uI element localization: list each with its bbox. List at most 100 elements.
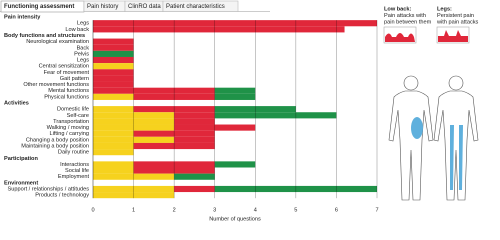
category-label: Fear of movement bbox=[44, 70, 90, 76]
bar-segment bbox=[93, 149, 134, 156]
category-label: Self-care bbox=[67, 113, 89, 119]
tab-label[interactable]: ClinRO data bbox=[128, 4, 161, 10]
category-label: Other movement functions bbox=[23, 82, 89, 88]
pattern-icon bbox=[385, 33, 415, 42]
legend-title: Legs: bbox=[437, 6, 452, 12]
bar-segment bbox=[93, 118, 175, 125]
bar-segment bbox=[93, 38, 134, 45]
bar-segment bbox=[93, 81, 134, 88]
category-label: Domestic life bbox=[57, 107, 89, 113]
bar-segment bbox=[93, 20, 377, 27]
bar-segment bbox=[93, 56, 134, 64]
bar-segment bbox=[93, 93, 134, 100]
tab-label[interactable]: Functioning assessment bbox=[4, 4, 74, 10]
x-tick-label: 0 bbox=[91, 208, 94, 214]
bar-segment bbox=[133, 161, 215, 168]
bar-segment bbox=[214, 185, 377, 193]
category-label: Pelvis bbox=[74, 51, 89, 57]
bar-segment bbox=[214, 161, 256, 168]
bar-segment bbox=[93, 44, 134, 51]
bar-segment bbox=[133, 130, 215, 137]
x-tick-label: 6 bbox=[335, 208, 338, 214]
page: Functioning assessment Pain history Clin… bbox=[0, 0, 479, 223]
bar-segment bbox=[133, 142, 215, 150]
x-tick-label: 5 bbox=[294, 208, 297, 214]
group-label: Body functions and structures bbox=[4, 33, 85, 39]
category-label: Low back bbox=[65, 27, 89, 33]
tab-label[interactable]: Patient characteristics bbox=[166, 4, 225, 10]
category-label: Mental functions bbox=[48, 88, 89, 94]
legend-text: Pain attacks with bbox=[384, 13, 426, 19]
bar-segment bbox=[93, 130, 134, 137]
body-figures bbox=[388, 75, 479, 201]
bar-segment bbox=[93, 161, 134, 168]
tab-label[interactable]: Pain history bbox=[87, 4, 118, 10]
pattern-icon bbox=[438, 30, 468, 42]
bar-segment bbox=[133, 167, 215, 174]
x-tick-label: 3 bbox=[213, 208, 216, 214]
bar-segment bbox=[214, 93, 256, 100]
x-tick-label: 1 bbox=[132, 208, 135, 214]
category-label: Legs bbox=[77, 58, 89, 64]
bar-segment bbox=[93, 87, 215, 94]
category-label: Lifting / carrying bbox=[50, 131, 89, 137]
bar-segment bbox=[174, 124, 256, 131]
legend-title: Low back: bbox=[384, 6, 411, 12]
category-label: Physical functions bbox=[44, 94, 89, 100]
category-label: Transportation bbox=[53, 119, 89, 125]
bar-segment bbox=[214, 112, 337, 119]
group-label: Participation bbox=[4, 156, 38, 162]
category-label: Products / technology bbox=[35, 193, 89, 199]
x-tick-label: 7 bbox=[375, 208, 378, 214]
category-label: Neurological examination bbox=[26, 39, 89, 45]
bar-segment bbox=[93, 112, 175, 119]
category-label: Back bbox=[77, 45, 90, 51]
category-label: Gait pattern bbox=[60, 76, 89, 82]
bar-segment bbox=[93, 124, 175, 131]
bar-segment bbox=[174, 136, 215, 143]
category-label: Employment bbox=[58, 174, 90, 180]
bar-segment bbox=[93, 167, 134, 174]
legend-text: Persistent pain bbox=[437, 13, 474, 19]
bar-segment bbox=[93, 75, 134, 82]
bar-segment bbox=[174, 185, 215, 193]
bar-segment bbox=[93, 192, 175, 199]
bar-segment bbox=[93, 63, 134, 70]
bar-segment bbox=[214, 87, 256, 94]
category-label: Walking / moving bbox=[47, 125, 89, 131]
tab[interactable] bbox=[162, 0, 239, 12]
group-label: Environment bbox=[4, 180, 38, 186]
group-label: Activities bbox=[4, 101, 29, 107]
bar-segment bbox=[133, 106, 215, 113]
category-label: Central sensitization bbox=[39, 64, 89, 70]
x-tick-label: 2 bbox=[173, 208, 176, 214]
legend-text: pain between them bbox=[384, 19, 432, 25]
category-label: Changing a body position bbox=[26, 137, 89, 143]
bar-segment bbox=[93, 26, 345, 33]
bar-segment bbox=[214, 106, 296, 113]
bar-segment bbox=[133, 93, 215, 100]
category-label: Support / relationships / attitudes bbox=[8, 186, 90, 192]
category-label: Social life bbox=[65, 168, 89, 174]
bar-segment bbox=[93, 142, 134, 150]
bar-segment bbox=[93, 106, 134, 113]
legend-panel: Low back: Pain attacks with pain between… bbox=[383, 6, 479, 44]
bar-segment bbox=[93, 173, 175, 180]
bar-segment bbox=[174, 173, 215, 180]
bar-segment bbox=[93, 136, 175, 143]
bar-segment bbox=[93, 69, 134, 76]
tabs: Functioning assessment Pain history Clin… bbox=[0, 0, 270, 13]
category-label: Daily routine bbox=[58, 150, 89, 156]
bar-segment bbox=[174, 112, 215, 119]
legend-text: with pain attacks bbox=[436, 19, 479, 25]
x-tick-label: 4 bbox=[254, 208, 257, 214]
category-label: Maintaining a body position bbox=[21, 143, 89, 149]
category-label: Interactions bbox=[60, 162, 89, 168]
category-label: Legs bbox=[77, 21, 89, 27]
group-label: Pain intensity bbox=[4, 15, 41, 21]
bar-segment bbox=[93, 185, 175, 193]
x-axis-label: Number of questions bbox=[209, 217, 261, 223]
bar-segment bbox=[93, 50, 134, 57]
bar-segment bbox=[174, 118, 215, 125]
